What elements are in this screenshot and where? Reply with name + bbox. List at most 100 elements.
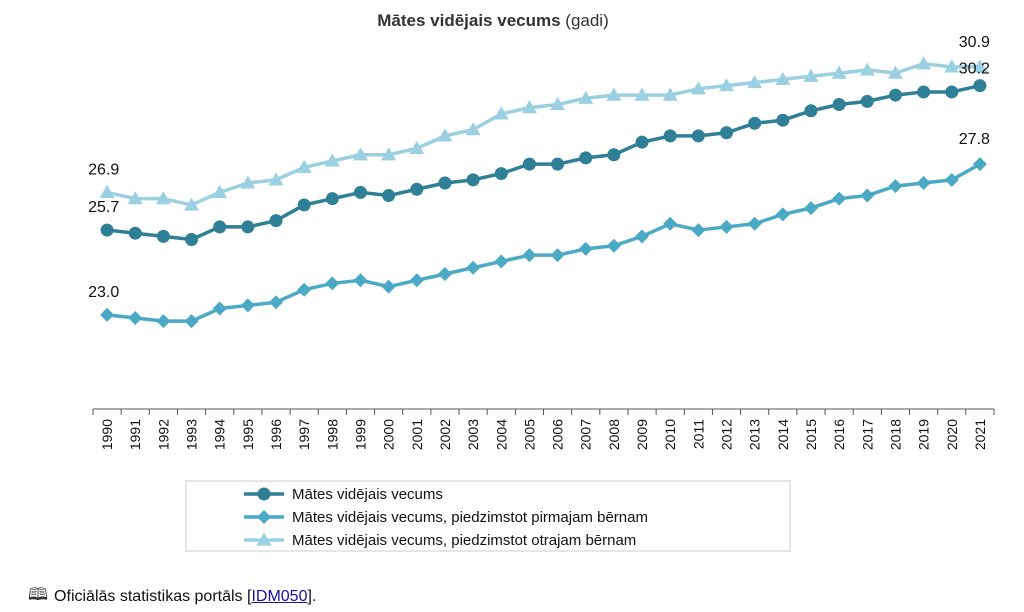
- data-point-1: [720, 126, 734, 140]
- data-point-2: [325, 276, 340, 291]
- data-point-3: [719, 78, 735, 92]
- x-tick-label: 1997: [296, 419, 312, 450]
- data-point-2: [832, 191, 847, 206]
- data-point-3: [127, 191, 143, 205]
- data-point-2: [888, 179, 903, 194]
- legend-swatch-marker: [256, 532, 272, 546]
- legend-swatch-marker: [257, 487, 271, 501]
- x-tick-label: 2021: [972, 419, 988, 450]
- x-tick-label: 1994: [212, 419, 228, 450]
- source-note: 🕮 Oficiālās statistikas portāls [IDM050]…: [28, 582, 316, 611]
- x-tick-label: 1996: [268, 419, 284, 450]
- x-tick-label: 1993: [184, 419, 200, 450]
- data-point-1: [466, 173, 480, 187]
- data-point-2: [240, 298, 255, 313]
- data-point-2: [747, 216, 762, 231]
- data-point-3: [352, 147, 368, 161]
- data-point-3: [268, 172, 284, 186]
- x-tick-label: 2000: [381, 419, 397, 450]
- source-link-idm050[interactable]: IDM050: [251, 587, 308, 605]
- x-tick-label: 1990: [99, 419, 115, 450]
- source-text: Oficiālās statistikas portāls [IDM050].: [54, 588, 316, 606]
- x-tick-label: 1998: [324, 419, 340, 450]
- data-point-2: [719, 219, 734, 234]
- x-axis: 1990 1991 1992 1993 1994 1995 1996 1997 1998 1999…: [92, 408, 995, 450]
- data-label: 27.8: [959, 131, 990, 148]
- x-tick-label: 2011: [690, 419, 706, 449]
- data-point-1: [551, 157, 565, 171]
- data-point-1: [382, 189, 396, 203]
- data-point-2: [860, 188, 875, 203]
- x-tick-label: 1991: [127, 419, 143, 450]
- data-point-1: [579, 151, 593, 165]
- data-point-2: [100, 307, 115, 322]
- x-tick-label: 2002: [437, 419, 453, 450]
- source-label: Oficiālās statistikas portāls [: [54, 587, 252, 605]
- data-label: 23.0: [88, 284, 119, 301]
- data-point-3: [324, 153, 340, 167]
- data-point-1: [410, 182, 424, 196]
- data-point-3: [296, 159, 312, 173]
- data-point-2: [663, 216, 678, 231]
- data-point-1: [917, 85, 931, 99]
- data-point-3: [437, 128, 453, 142]
- x-tick-label: 1995: [240, 419, 256, 450]
- data-point-2: [212, 301, 227, 316]
- data-point-1: [804, 104, 818, 118]
- x-tick-label: 2013: [747, 419, 763, 450]
- x-tick-label: 2008: [606, 419, 622, 450]
- data-point-2: [466, 260, 481, 275]
- data-point-3: [831, 65, 847, 79]
- data-point-1: [888, 88, 902, 102]
- x-tick-label: 1999: [352, 419, 368, 450]
- data-point-3: [409, 140, 425, 155]
- x-tick-label: 2006: [550, 419, 566, 450]
- data-point-1: [860, 94, 874, 108]
- data-point-1: [438, 176, 452, 190]
- data-point-2: [353, 273, 368, 288]
- data-point-3: [578, 90, 594, 104]
- data-point-1: [241, 220, 255, 234]
- data-point-3: [606, 87, 622, 101]
- data-point-3: [916, 56, 932, 70]
- x-tick-label: 2003: [465, 419, 481, 450]
- data-point-3: [775, 71, 791, 86]
- data-point-1: [973, 79, 987, 93]
- data-point-2: [128, 310, 143, 325]
- legend: Mātes vidējais vecums Mātes vidējais vecu…: [185, 480, 791, 552]
- data-point-1: [522, 157, 536, 171]
- data-point-2: [156, 314, 171, 329]
- source-end: ].: [307, 587, 317, 605]
- data-point-1: [663, 129, 677, 143]
- data-point-1: [607, 148, 621, 162]
- data-point-1: [832, 98, 846, 112]
- x-tick-label: 2012: [719, 419, 735, 450]
- data-point-3: [155, 191, 171, 205]
- data-point-3: [212, 184, 228, 199]
- legend-box: [185, 480, 791, 552]
- x-tick-label: 2005: [521, 419, 537, 450]
- data-point-2: [578, 241, 593, 256]
- data-point-3: [662, 87, 678, 101]
- data-point-3: [690, 81, 706, 95]
- data-point-3: [493, 106, 509, 120]
- x-tick-label: 2009: [634, 419, 650, 450]
- legend-label-3: Mātes vidējais vecums, piedzimstot otraj…: [292, 532, 636, 549]
- data-point-2: [494, 254, 509, 269]
- data-point-3: [747, 75, 763, 89]
- legend-swatch-marker: [257, 510, 271, 524]
- data-point-2: [606, 238, 621, 253]
- data-label: 30.2: [959, 61, 990, 78]
- data-point-2: [972, 157, 987, 172]
- series-layer: [99, 56, 988, 329]
- data-point-1: [128, 226, 142, 240]
- data-point-3: [381, 147, 397, 161]
- data-label: 25.7: [88, 199, 119, 216]
- data-point-2: [635, 229, 650, 244]
- x-tick-label: 2001: [409, 419, 425, 450]
- data-point-1: [213, 220, 227, 234]
- data-point-1: [100, 223, 114, 237]
- data-point-3: [240, 175, 256, 189]
- data-point-1: [635, 135, 649, 149]
- data-point-3: [803, 68, 819, 82]
